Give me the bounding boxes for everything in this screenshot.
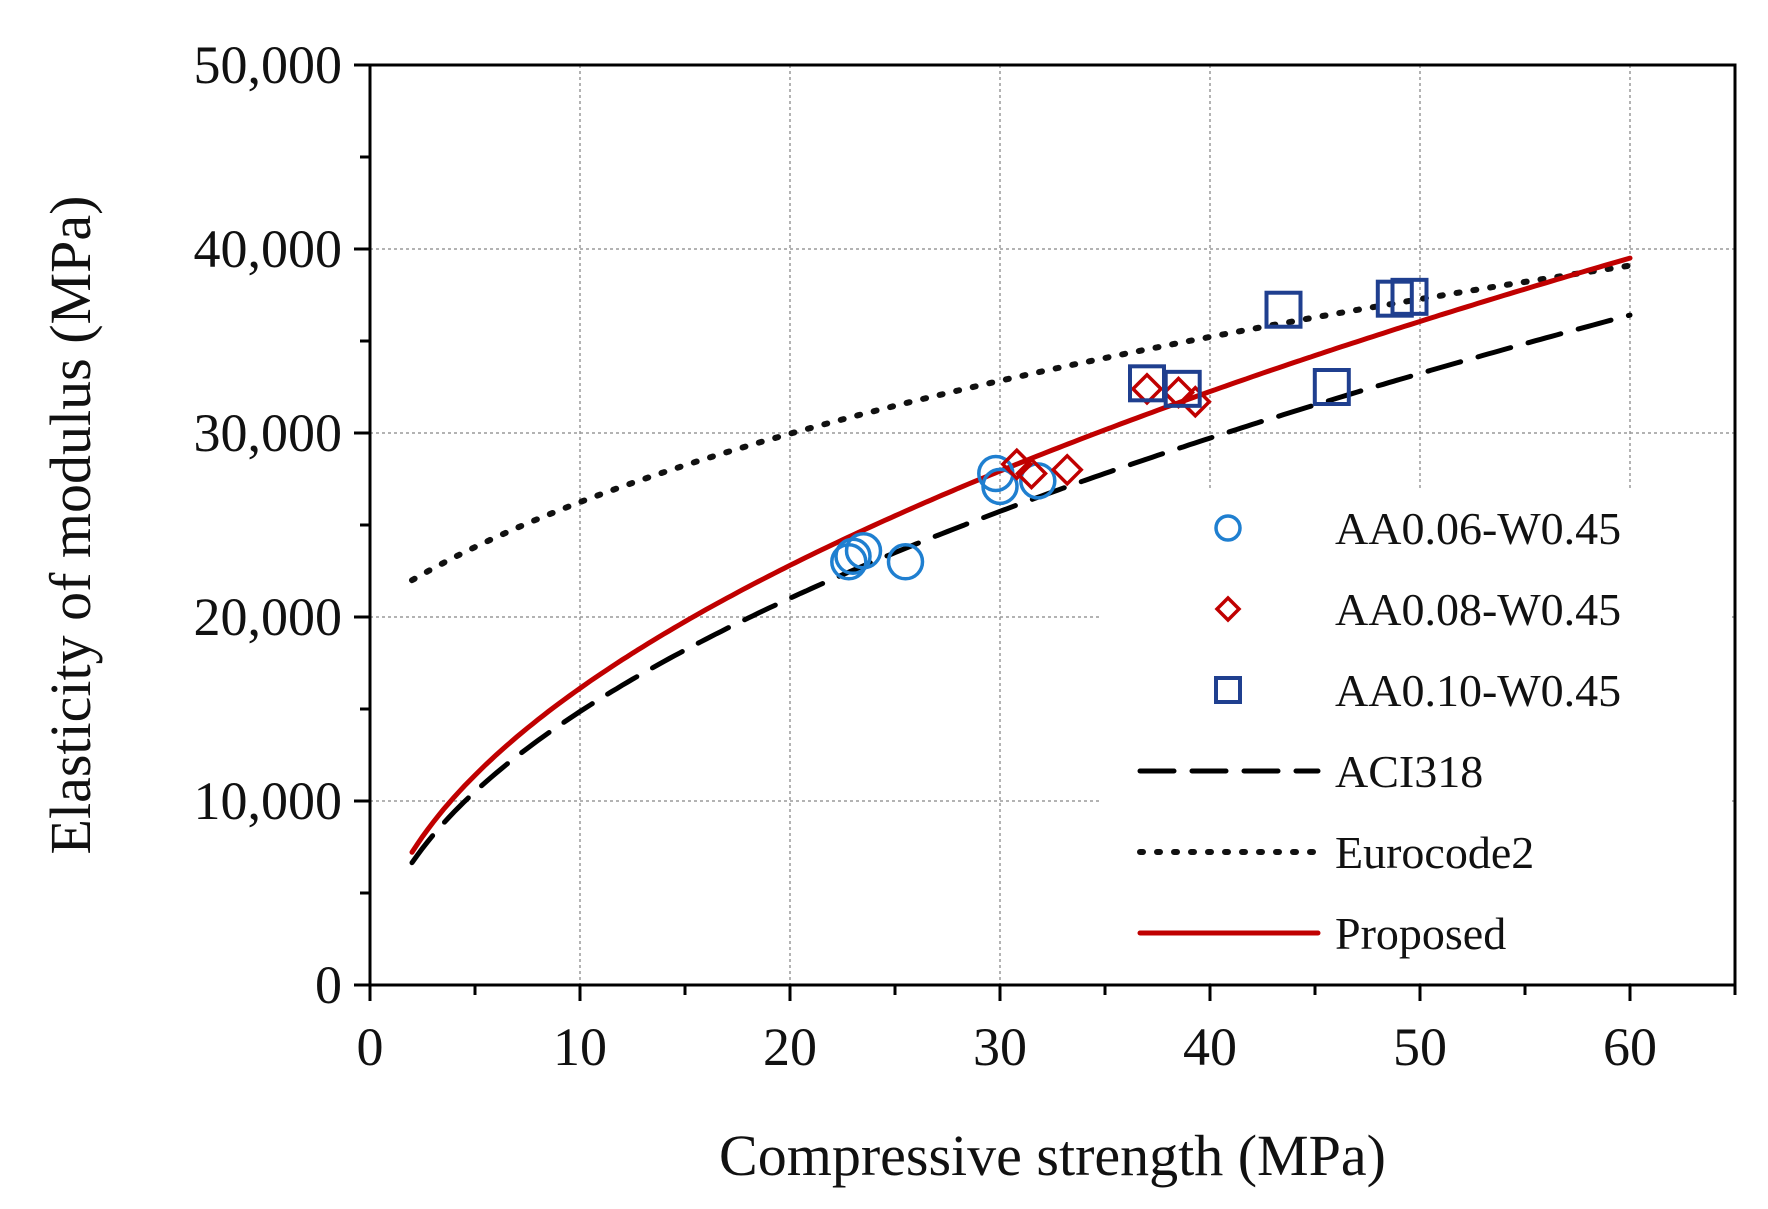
x-tick-label: 30 bbox=[973, 1017, 1027, 1077]
data-point-square bbox=[1264, 290, 1303, 329]
x-tick-label: 50 bbox=[1393, 1017, 1447, 1077]
legend: AA0.06-W0.45 AA0.08-W0.45 AA0.10-W0.45 ACI3… bbox=[1137, 503, 1621, 959]
data-point-circle bbox=[886, 543, 925, 581]
y-tick-label: 30,000 bbox=[194, 403, 343, 463]
curve-aci318 bbox=[409, 312, 1633, 866]
x-axis-ticks: 0 10 20 30 40 50 60 bbox=[357, 985, 1737, 1077]
y-tick-label: 40,000 bbox=[194, 219, 343, 279]
point-layer bbox=[830, 277, 1429, 581]
x-tick-label: 60 bbox=[1603, 1017, 1657, 1077]
data-point-square bbox=[1312, 368, 1351, 406]
legend-label: ACI318 bbox=[1335, 746, 1483, 797]
data-point-diamond bbox=[1050, 453, 1084, 487]
y-tick-label: 20,000 bbox=[194, 587, 343, 647]
data-point-circle bbox=[981, 467, 1019, 506]
data-point-square bbox=[1163, 369, 1202, 408]
data-point-circle bbox=[844, 532, 883, 570]
x-tick-label: 20 bbox=[763, 1017, 817, 1077]
data-point-diamond bbox=[1130, 372, 1164, 406]
curve-proposed bbox=[409, 255, 1633, 855]
data-point-square bbox=[1128, 364, 1166, 403]
legend-label: AA0.10-W0.45 bbox=[1335, 665, 1621, 716]
y-tick-label: 0 bbox=[315, 955, 342, 1015]
data-point-square bbox=[1390, 277, 1429, 316]
legend-label: AA0.08-W0.45 bbox=[1335, 584, 1621, 635]
x-tick-label: 40 bbox=[1183, 1017, 1237, 1077]
legend-label: Proposed bbox=[1335, 908, 1506, 959]
y-axis-ticks: 0 10,000 20,000 30,000 40,000 50,000 bbox=[194, 35, 370, 1015]
legend-label: Eurocode2 bbox=[1335, 827, 1534, 878]
x-axis-title: Compressive strength (MPa) bbox=[719, 1123, 1386, 1188]
x-tick-label: 0 bbox=[357, 1017, 384, 1077]
data-point-diamond bbox=[1178, 385, 1212, 419]
data-point-diamond bbox=[1015, 457, 1048, 490]
x-tick-label: 10 bbox=[553, 1017, 607, 1077]
legend-marker-circle bbox=[1214, 514, 1242, 542]
y-tick-label: 10,000 bbox=[194, 771, 343, 831]
y-axis-title: Elasticity of modulus (MPa) bbox=[38, 196, 103, 855]
data-point-diamond bbox=[1000, 447, 1034, 481]
y-tick-label: 50,000 bbox=[194, 35, 343, 95]
legend-label: AA0.06-W0.45 bbox=[1335, 503, 1621, 554]
legend-background bbox=[1100, 488, 1730, 980]
legend-marker-diamond bbox=[1214, 595, 1242, 623]
legend-marker-square bbox=[1214, 676, 1242, 704]
